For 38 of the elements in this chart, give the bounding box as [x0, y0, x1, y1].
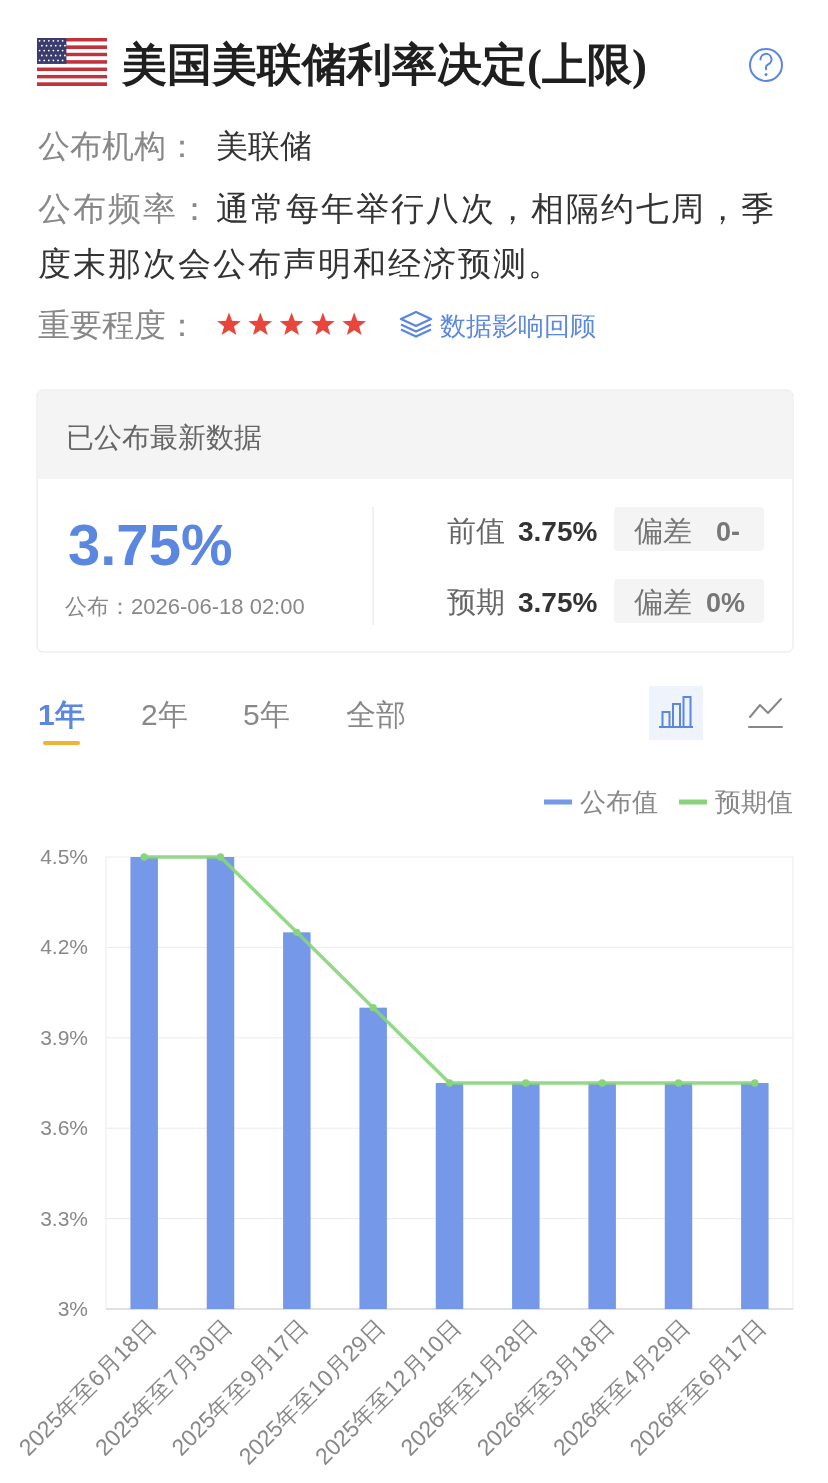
- text: 5年: [243, 698, 290, 731]
- text: 预期: [447, 586, 505, 618]
- text: 公布：2026-06-18 02:00: [65, 594, 305, 619]
- text: 3.75%: [68, 512, 233, 577]
- y-tick-label: 3.3%: [40, 1206, 88, 1230]
- y-tick-label: 3.9%: [40, 1025, 88, 1049]
- y-tick-label: 3%: [57, 1297, 88, 1320]
- legend-label: 预期值: [715, 787, 793, 817]
- point: [140, 853, 148, 861]
- point: [674, 1079, 683, 1087]
- text: 0%: [706, 588, 746, 618]
- y-tick-label: 4.5%: [40, 845, 88, 868]
- y-tick-label: 3.6%: [40, 1116, 88, 1140]
- text: 全部: [346, 698, 406, 731]
- text: 美联储: [216, 128, 312, 164]
- y-tick-label: 4.2%: [40, 935, 88, 959]
- text: 3.75%: [518, 587, 598, 618]
- point: [751, 1079, 759, 1087]
- text: 数据影响回顾: [440, 311, 596, 341]
- text: 偏差: [634, 586, 692, 618]
- point: [445, 1079, 454, 1087]
- text: 0-: [716, 517, 741, 547]
- text: 3.75%: [518, 516, 598, 547]
- text: 公布频率：通常每年举行八次，相隔约七周，季度末那次会公布声明和经济预测。: [38, 190, 776, 282]
- point: [522, 1079, 530, 1087]
- text: 1年: [38, 698, 85, 731]
- point: [369, 1004, 377, 1012]
- text: 偏差: [634, 515, 692, 547]
- point: [598, 1079, 606, 1087]
- point: [293, 928, 301, 936]
- text: 公布机构：: [38, 128, 198, 164]
- text: 美国美联储利率决定(上限): [121, 40, 647, 90]
- text: 2年: [141, 698, 188, 731]
- legend-label: 公布值: [580, 787, 658, 817]
- point: [216, 853, 225, 861]
- text: 重要程度：: [38, 307, 198, 343]
- text: 已公布最新数据: [66, 422, 262, 453]
- text: 前值: [447, 515, 505, 547]
